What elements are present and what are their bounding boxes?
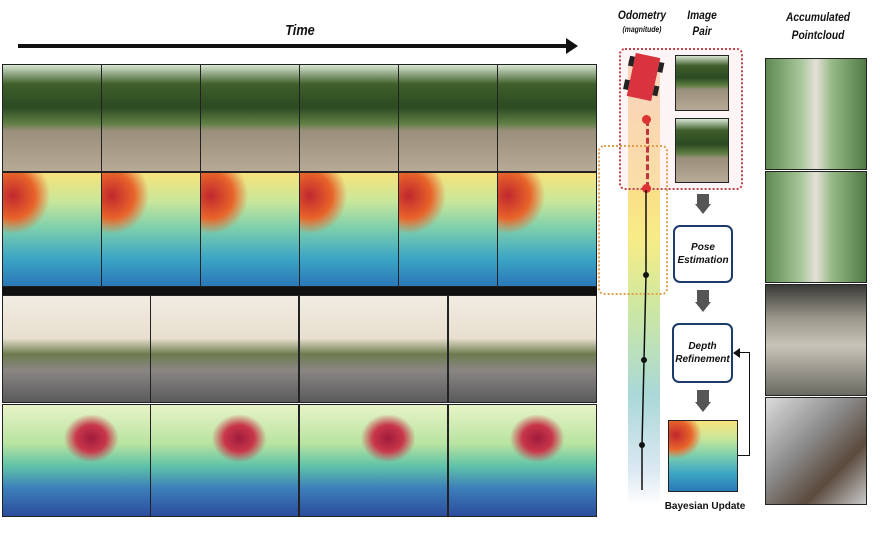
orange-window-box (598, 145, 668, 295)
bayesian-update-label: Bayesian Update (664, 501, 746, 512)
down-arrow-icon (697, 390, 709, 402)
pointcloud-view-2 (765, 171, 867, 283)
odometry-node (642, 184, 651, 193)
down-arrow-icon (695, 204, 711, 214)
pointcloud-view-4 (765, 397, 867, 505)
pointcloud-title-2: Pointcloud (791, 28, 845, 42)
city-depth-4 (448, 404, 597, 517)
odometry-node (642, 115, 651, 124)
forest-depth-2 (101, 172, 201, 287)
forest-frame-4 (299, 64, 399, 172)
down-arrow-icon (697, 290, 709, 302)
pointcloud-title-1: Accumulated (785, 10, 851, 24)
down-arrow-icon (695, 402, 711, 412)
sequence-grid-city (2, 295, 597, 517)
pose-estimation-box: Pose Estimation (673, 225, 733, 283)
depth-refinement-box: Depth Refinement (672, 323, 733, 383)
forest-depth-3 (200, 172, 300, 287)
odometry-title: Odometry (617, 8, 667, 22)
feedback-arrow (738, 352, 750, 456)
car-icon (623, 52, 665, 102)
time-arrow (18, 44, 568, 48)
divider-band (2, 287, 597, 295)
city-depth-1 (2, 404, 151, 517)
pointcloud-view-3 (765, 284, 867, 396)
city-frame-2 (150, 295, 299, 403)
city-frame-4 (448, 295, 597, 403)
time-arrow-head (566, 38, 578, 54)
forest-frame-3 (200, 64, 300, 172)
odometry-trajectory (639, 190, 649, 490)
odometry-dashed-segment (646, 120, 649, 188)
forest-frame-5 (398, 64, 498, 172)
image-pair-title-1: Image (687, 8, 717, 22)
image-pair-frame-1 (675, 55, 729, 111)
forest-frame-2 (101, 64, 201, 172)
down-arrow-icon (697, 194, 709, 204)
forest-frame-6 (497, 64, 597, 172)
bayesian-update-image (668, 420, 738, 492)
odometry-bar (628, 60, 660, 505)
forest-depth-6 (497, 172, 597, 287)
image-pair-title-2: Pair (692, 24, 712, 38)
city-depth-2 (150, 404, 299, 517)
forest-depth-4 (299, 172, 399, 287)
feedback-arrow-head (733, 348, 740, 358)
city-depth-3 (299, 404, 448, 517)
pointcloud-view-1 (765, 58, 867, 170)
forest-frame-1 (2, 64, 102, 172)
forest-depth-5 (398, 172, 498, 287)
odometry-subtitle: (magnitude) (622, 25, 662, 34)
city-frame-1 (2, 295, 151, 403)
sequence-grid-forest (2, 64, 597, 287)
forest-depth-1 (2, 172, 102, 287)
city-frame-3 (299, 295, 448, 403)
time-label: Time (285, 22, 315, 39)
image-pair-frame-2 (675, 118, 729, 183)
down-arrow-icon (695, 302, 711, 312)
